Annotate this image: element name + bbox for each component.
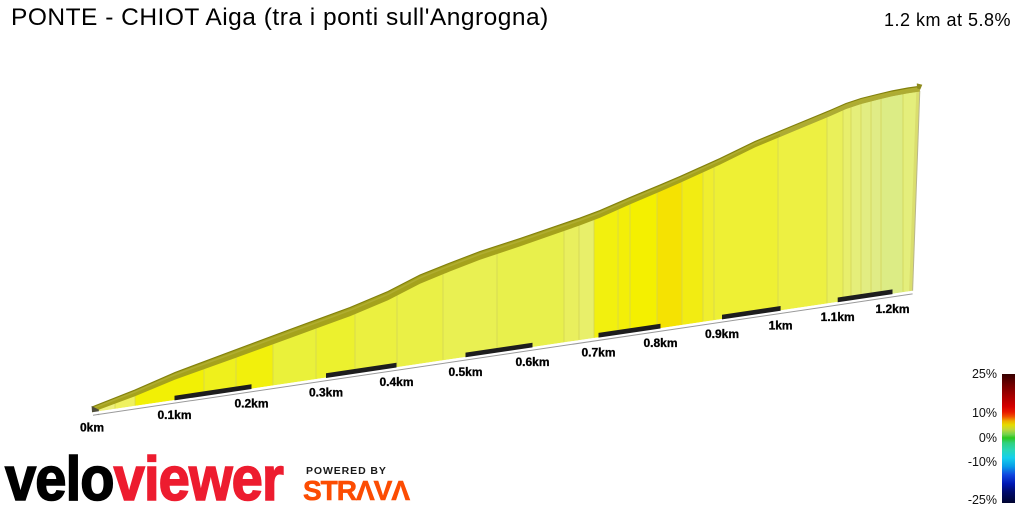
svg-text:0.9km: 0.9km bbox=[705, 327, 739, 341]
svg-text:0.1km: 0.1km bbox=[157, 408, 191, 422]
svg-text:0.5km: 0.5km bbox=[448, 365, 482, 379]
svg-text:0.2km: 0.2km bbox=[234, 397, 268, 411]
svg-text:0km: 0km bbox=[80, 420, 104, 434]
svg-text:0.3km: 0.3km bbox=[309, 386, 343, 400]
svg-text:1.2km: 1.2km bbox=[875, 302, 909, 316]
svg-text:0.4km: 0.4km bbox=[379, 375, 413, 389]
svg-text:0.8km: 0.8km bbox=[643, 336, 677, 350]
svg-text:1.1km: 1.1km bbox=[821, 310, 855, 324]
svg-text:0.7km: 0.7km bbox=[581, 345, 615, 359]
svg-text:0.6km: 0.6km bbox=[515, 355, 549, 369]
svg-text:1km: 1km bbox=[769, 318, 793, 332]
